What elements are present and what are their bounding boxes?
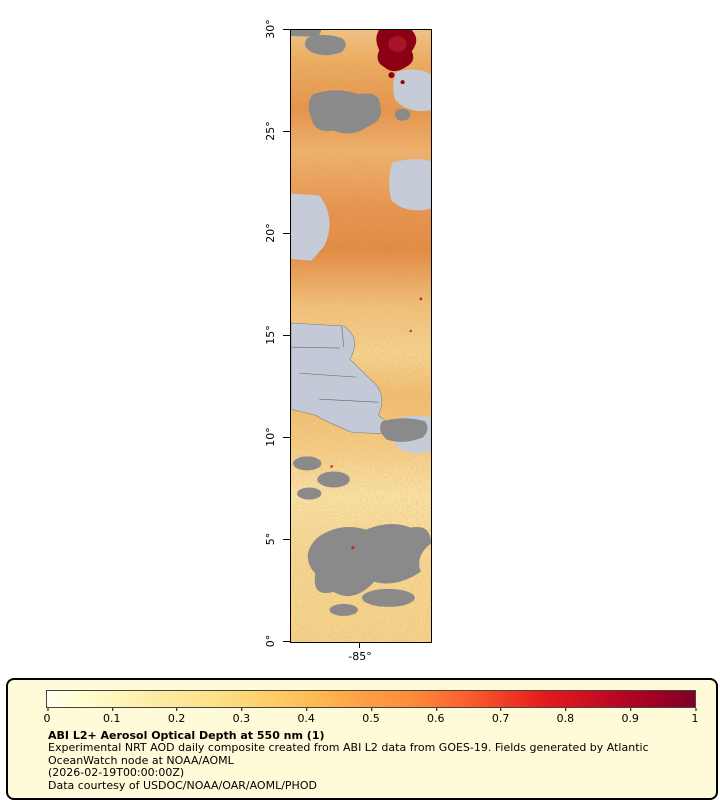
colorbar-tick-label-0: 0 [43, 708, 51, 725]
no-data-land-areas [291, 69, 431, 454]
legend-title: ABI L2+ Aerosol Optical Depth at 550 nm … [48, 729, 325, 742]
y-axis-label-30: 30° [264, 19, 277, 39]
y-axis-label-15: 15° [264, 325, 277, 345]
colorbar-tick-label-1: 1 [691, 708, 699, 725]
x-axis-label: -85° [348, 650, 372, 663]
red-speck-dots [330, 297, 423, 550]
legend-text: ABI L2+ Aerosol Optical Depth at 550 nm … [48, 729, 688, 792]
x-axis-tick [359, 642, 360, 648]
y-axis-label-20: 20° [264, 223, 277, 243]
colorbar-tick-label-02: 0.2 [167, 708, 186, 725]
colorbar-tick-label-07: 0.7 [491, 708, 510, 725]
legend-description: Experimental NRT AOD daily composite cre… [48, 741, 649, 767]
y-axis-tick [283, 539, 290, 540]
legend-timestamp: (2026-02-19T00:00:00Z) [48, 766, 185, 780]
colorbar-tick-label-08: 0.8 [556, 708, 575, 725]
y-axis-label-25: 25° [264, 121, 277, 141]
colorbar-tick-label-04: 0.4 [297, 708, 315, 725]
high-aod-blob [376, 30, 417, 85]
colorbar-tick-label-03: 0.3 [232, 708, 251, 725]
y-axis-tick [283, 131, 290, 132]
y-axis-tick [283, 437, 290, 438]
y-axis-label-5: 5° [264, 532, 277, 546]
y-axis-tick [283, 335, 290, 336]
colorbar [46, 690, 696, 708]
cloud-gray-areas [291, 30, 431, 616]
colorbar-tick-label-01: 0.1 [103, 708, 121, 725]
aod-map-raster [291, 30, 431, 642]
y-axis-tick [283, 29, 290, 30]
colorbar-tick-label-06: 0.6 [427, 708, 445, 725]
colorbar-tick-label-09: 0.9 [621, 708, 639, 725]
y-axis-label-0: 0° [264, 634, 277, 648]
y-axis-label-10: 10° [264, 427, 277, 447]
colorbar-ticks: 0 0.1 0.2 0.3 0.4 0.5 0.6 0.7 0.8 0.9 1 [43, 708, 699, 726]
aod-field [291, 30, 431, 642]
colorbar-tick-label-05: 0.5 [362, 708, 380, 725]
y-axis-tick [283, 233, 290, 234]
map-plot [290, 29, 432, 643]
y-axis-tick [283, 641, 290, 642]
legend-box: 0 0.1 0.2 0.3 0.4 0.5 0.6 0.7 0.8 0.9 1 … [6, 678, 718, 800]
legend-credit: Data courtesy of USDOC/NOAA/OAR/AOML/PHO… [48, 778, 317, 792]
